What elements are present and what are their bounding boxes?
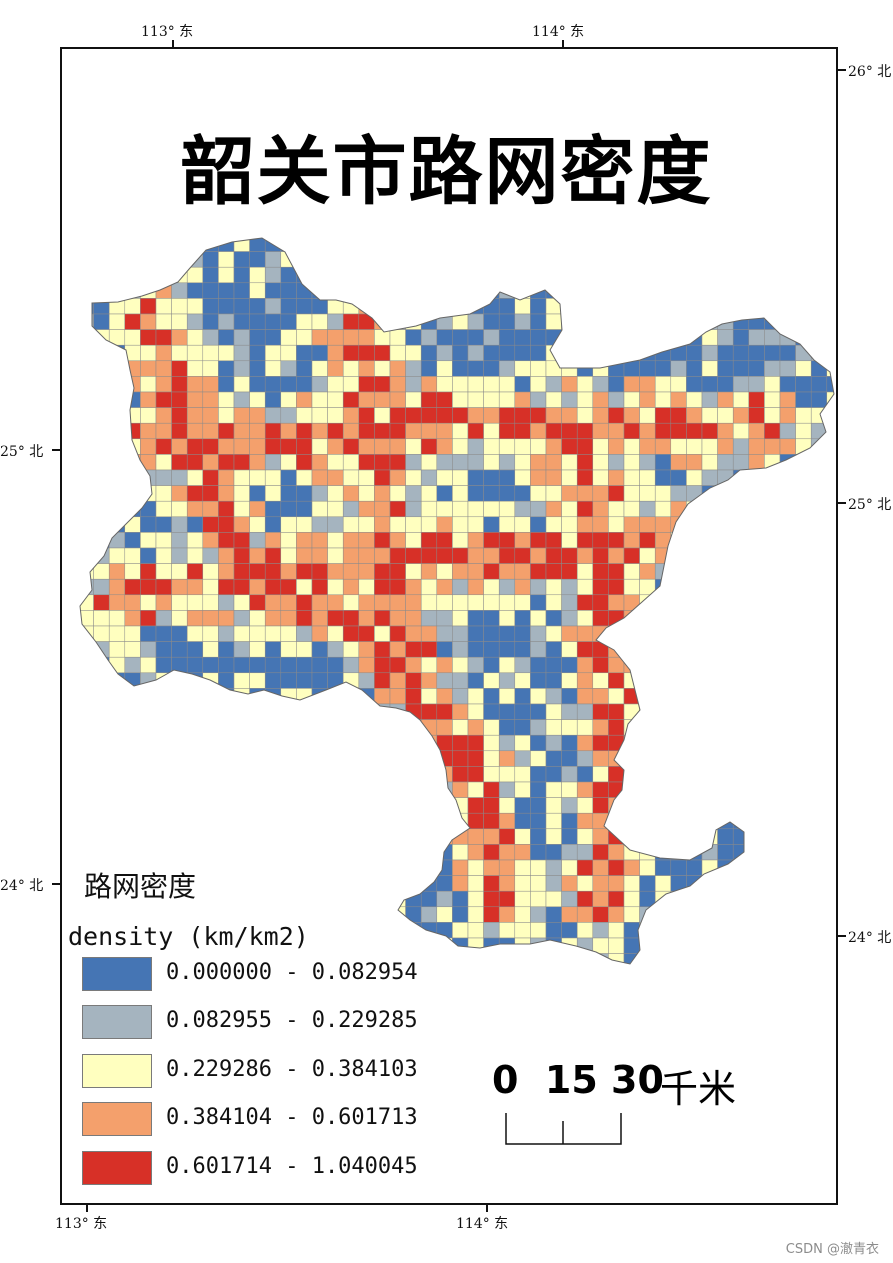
legend-swatch [82, 1102, 152, 1136]
tick-top-114 [562, 40, 564, 48]
grid-cell [842, 564, 858, 580]
coord-bottom-right: 114° 东 [456, 1216, 509, 1232]
grid-cell [842, 345, 858, 361]
grid-cell [842, 595, 858, 611]
scale-bar [505, 1113, 622, 1145]
tick-right-24 [838, 935, 846, 937]
grid-cell [842, 954, 858, 970]
legend-label: 0.384104 - 0.601713 [166, 1105, 418, 1130]
grid-cell [842, 657, 858, 673]
legend-swatch [82, 957, 152, 991]
grid-cell [842, 766, 858, 782]
grid-cell [842, 408, 858, 424]
grid-cell [842, 470, 858, 486]
coord-right-lower: 24° 北 [848, 930, 892, 946]
grid-cell [842, 891, 858, 907]
grid-cell [842, 376, 858, 392]
grid-cell [842, 579, 858, 595]
grid-cell [842, 844, 858, 860]
grid-cell [842, 626, 858, 642]
grid-cell [842, 392, 858, 408]
grid-cell [842, 361, 858, 377]
grid-cell [842, 548, 858, 564]
scale-bar-numbers: 0 15 30 [492, 1058, 664, 1102]
coord-right-mid: 25° 北 [848, 497, 892, 513]
grid-cell [842, 876, 858, 892]
grid-cell [842, 860, 858, 876]
legend-label: 0.229286 - 0.384103 [166, 1057, 418, 1082]
grid-cell [842, 439, 858, 455]
grid-cell [842, 688, 858, 704]
tick-bottom-114 [486, 1204, 488, 1212]
legend-swatch [82, 1005, 152, 1039]
grid-cell [842, 532, 858, 548]
scale-bar-unit: 千米 [660, 1067, 737, 1111]
legend-label: 0.082955 - 0.229285 [166, 1008, 418, 1033]
tick-left-24 [52, 883, 60, 885]
coord-left-upper: 25° 北 [0, 444, 44, 460]
tick-right-26 [838, 69, 846, 71]
grid-cell [842, 423, 858, 439]
coord-right-top: 26° 北 [848, 64, 892, 80]
coord-left-lower: 24° 北 [0, 878, 44, 894]
grid-cell [842, 314, 858, 330]
legend-label: 0.000000 - 0.082954 [166, 960, 418, 985]
legend-swatch [82, 1151, 152, 1185]
grid-cell [842, 813, 858, 829]
tick-left-25 [52, 449, 60, 451]
grid-cell [842, 751, 858, 767]
grid-cell [842, 610, 858, 626]
grid-cell [842, 252, 858, 268]
legend-swatch [82, 1054, 152, 1088]
grid-cell [826, 376, 834, 393]
grid-cell [842, 704, 858, 720]
tick-bottom-113 [86, 1204, 88, 1212]
legend-label: 0.601714 - 1.040045 [166, 1154, 418, 1179]
coord-top-left: 113° 东 [141, 24, 194, 40]
grid-cell [842, 283, 858, 299]
map-frame [60, 47, 838, 1205]
grid-cell [842, 330, 858, 346]
grid-cell [842, 267, 858, 283]
grid-cell [842, 642, 858, 658]
grid-cell [842, 907, 858, 923]
grid-cell [842, 782, 858, 798]
tick-top-113 [172, 40, 174, 48]
grid-cell [842, 829, 858, 845]
coord-top-right: 114° 东 [532, 24, 585, 40]
grid-cell [842, 673, 858, 689]
map-title: 韶关市路网密度 [180, 129, 713, 215]
coord-bottom-left: 113° 东 [55, 1216, 108, 1232]
grid-cell [842, 236, 858, 252]
grid-cell [842, 454, 858, 470]
legend-field-name: density (km/km2) [68, 922, 309, 951]
watermark: CSDN @澈青衣 [785, 1242, 879, 1257]
grid-cell [842, 735, 858, 751]
tick-right-25 [838, 502, 846, 504]
grid-cell [842, 298, 858, 314]
grid-cell [842, 517, 858, 533]
grid-cell [842, 720, 858, 736]
legend-title: 路网密度 [84, 870, 197, 903]
grid-cell [842, 798, 858, 814]
